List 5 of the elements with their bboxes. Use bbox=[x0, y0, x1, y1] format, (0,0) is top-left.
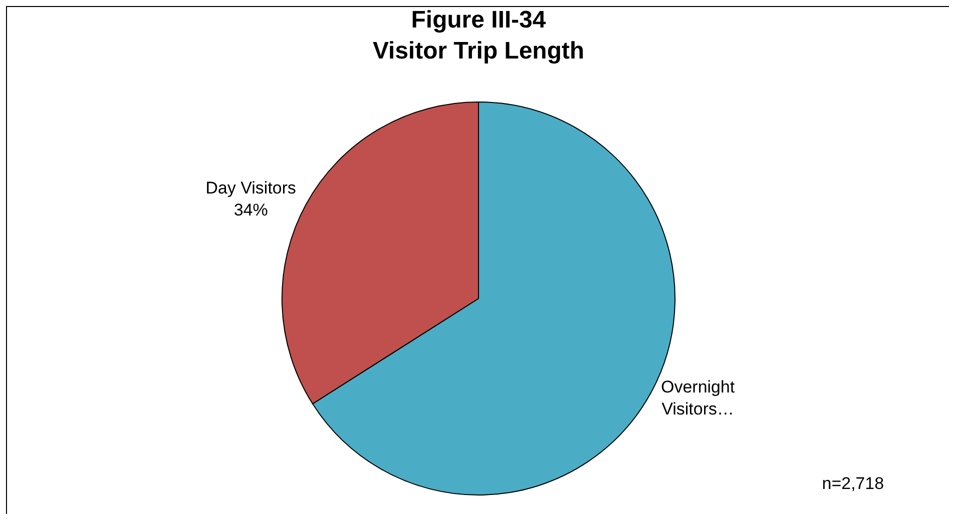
data-label: 34% bbox=[234, 200, 268, 220]
slice-label: Overnight Visitors… bbox=[660, 377, 735, 418]
text: n=2,718 bbox=[822, 474, 884, 493]
chart-title: Figure III-34 Visitor Trip Length bbox=[372, 6, 584, 65]
slice-label: Day Visitors bbox=[206, 178, 296, 198]
